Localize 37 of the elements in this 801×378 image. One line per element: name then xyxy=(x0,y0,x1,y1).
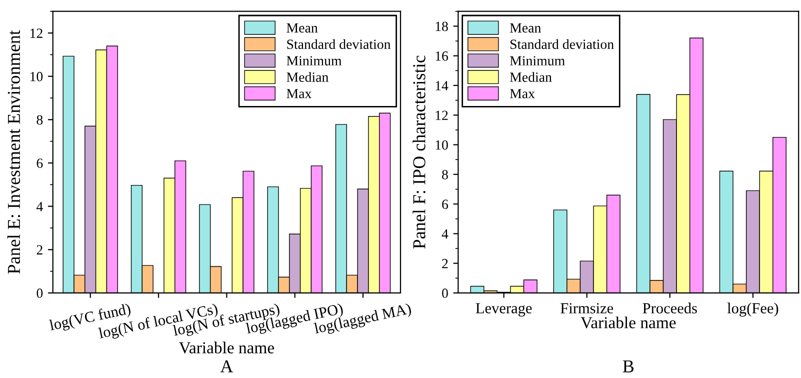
y-tick-label: 2 xyxy=(36,245,42,254)
y-tick-label: 4 xyxy=(36,202,43,212)
x-axis-title: Variable name xyxy=(580,316,676,328)
y-tick-label: 18 xyxy=(436,22,448,32)
x-tick-label: Proceeds xyxy=(642,302,697,314)
legend-label: Standard deviation xyxy=(287,39,391,50)
y-tick-label: 6 xyxy=(442,200,448,209)
y-tick-label: 14 xyxy=(436,81,448,90)
x-tick-label: Firmsize xyxy=(560,303,614,314)
legend-label: Minimum xyxy=(510,56,565,66)
y-axis-title: Panel F: IPO characteristic xyxy=(412,56,426,249)
legend-label: Max xyxy=(286,89,312,98)
legend-label: Mean xyxy=(510,23,541,33)
x-tick-label: Leverage xyxy=(476,303,532,317)
x-tick-label: log(Fee) xyxy=(727,302,778,317)
legend-label: Median xyxy=(510,72,552,82)
legend-label: Median xyxy=(286,72,328,82)
legend-label: Standard deviation xyxy=(510,39,614,50)
text: B xyxy=(622,360,634,372)
y-axis-title: Panel E: Investment Environment xyxy=(7,30,20,274)
text: A xyxy=(220,360,234,372)
legend-label: Mean xyxy=(286,23,318,33)
y-tick-label: 6 xyxy=(36,158,43,168)
y-tick-label: 12 xyxy=(30,28,42,38)
y-tick-label: 10 xyxy=(436,140,448,150)
y-tick-label: 12 xyxy=(436,110,448,120)
y-tick-label: 4 xyxy=(442,229,448,238)
legend-label: Minimum xyxy=(286,56,342,66)
x-axis-title: Variable name xyxy=(178,342,274,354)
legend-label: Max xyxy=(510,89,535,98)
y-tick-label: 8 xyxy=(36,115,43,125)
y-tick-label: 16 xyxy=(436,51,448,61)
y-tick-label: 2 xyxy=(442,258,448,268)
y-tick-label: 0 xyxy=(442,288,448,298)
y-tick-label: 8 xyxy=(442,170,448,180)
y-tick-label: 10 xyxy=(30,72,43,82)
y-tick-label: 0 xyxy=(36,288,43,298)
